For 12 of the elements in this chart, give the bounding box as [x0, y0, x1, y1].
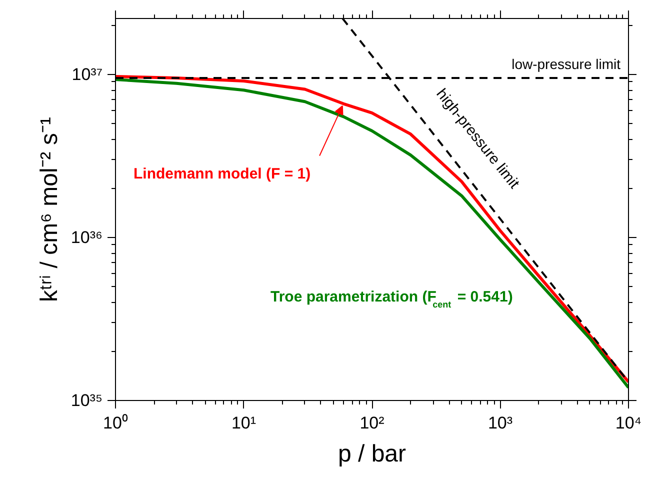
x-tick-label: 10²: [360, 414, 385, 432]
ref-line-label: low-pressure limit: [512, 56, 621, 72]
x-tick-label: 10⁰: [103, 414, 128, 432]
x-tick-label: 10⁴: [615, 414, 642, 432]
y-axis-title: kᵗʳⁱ / cm⁶ mol⁻² s⁻¹: [36, 117, 63, 302]
y-tick-label: 10³⁶: [70, 228, 103, 247]
y-tick-label: 10³⁷: [72, 64, 103, 84]
text: Lindemann model (F = 1): [134, 166, 311, 182]
y-tick-label: 10³⁵: [70, 391, 103, 410]
x-tick-label: 10¹: [231, 414, 256, 432]
x-axis-title: p / bar: [338, 440, 406, 468]
x-tick-label: 10³: [488, 414, 513, 432]
